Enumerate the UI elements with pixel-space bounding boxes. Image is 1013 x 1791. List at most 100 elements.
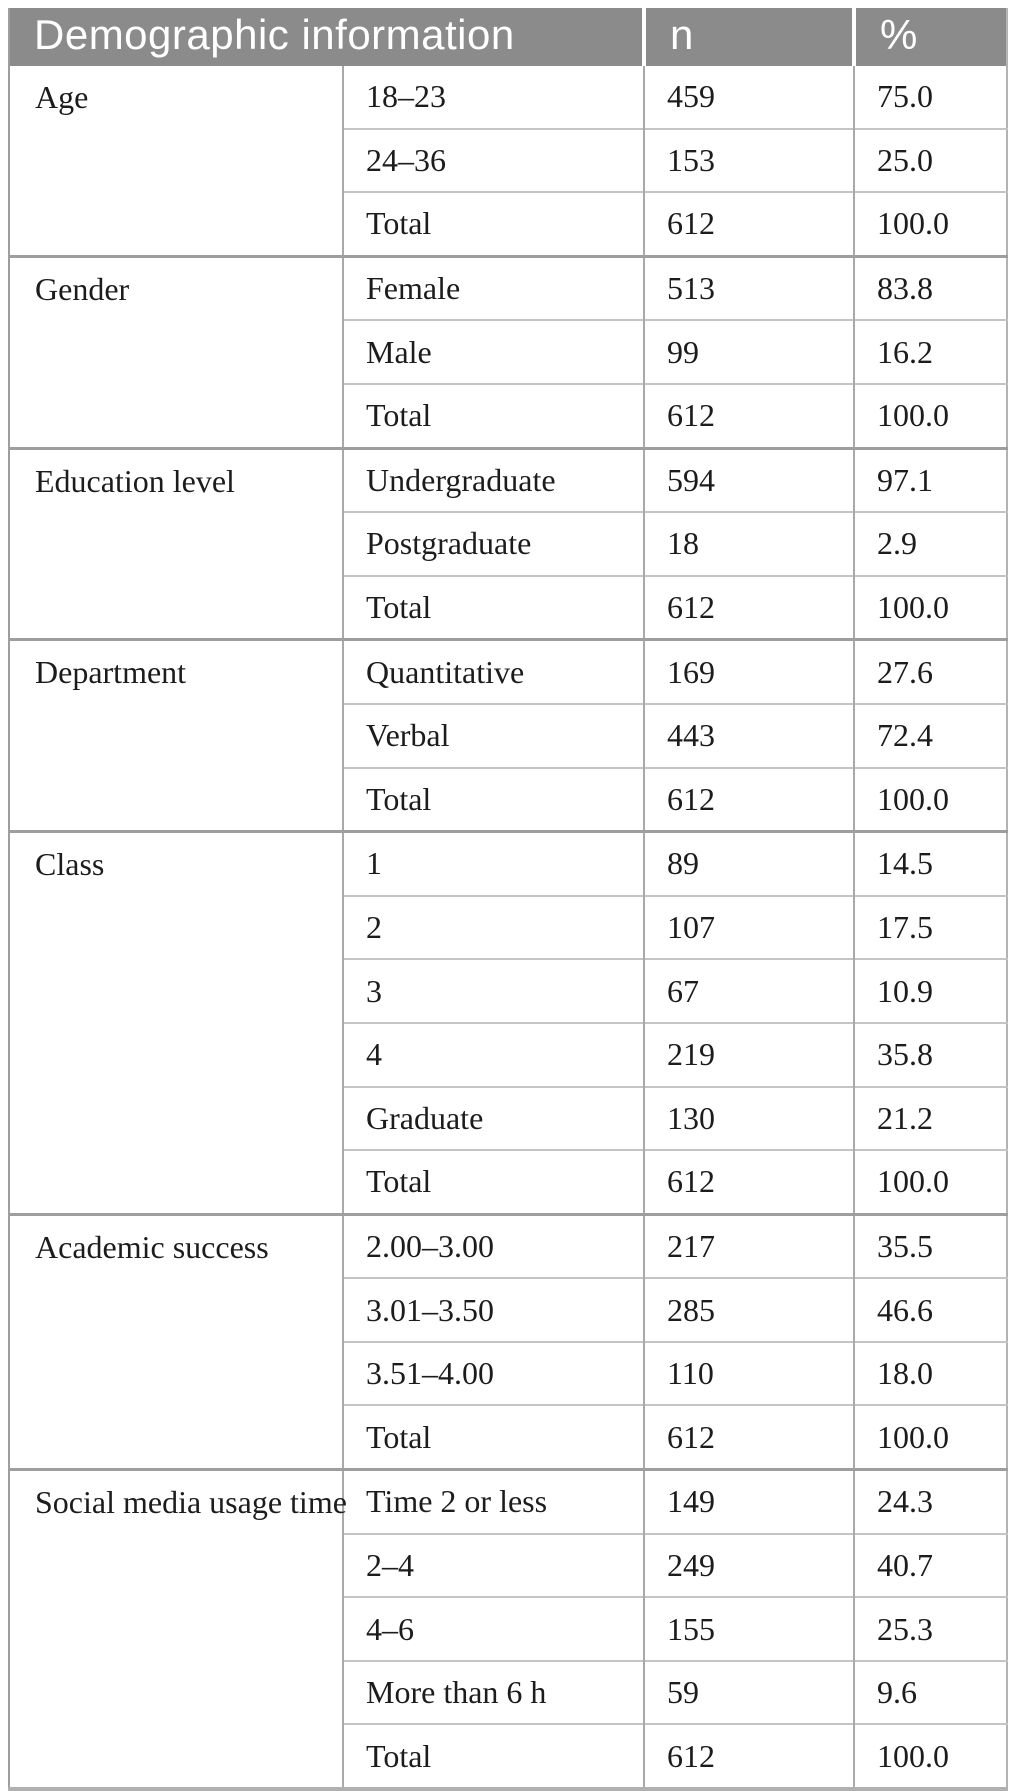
subcategory-cell: Female xyxy=(342,254,644,321)
percent-cell: 100.0 xyxy=(853,382,1007,449)
table-row: Verbal 443 72.4 xyxy=(9,702,1007,768)
subcategory-cell: Total xyxy=(342,574,644,640)
percent-cell: 10.9 xyxy=(853,958,1007,1023)
subcategory-cell: Total xyxy=(342,382,644,449)
percent-cell: 83.8 xyxy=(853,254,1007,321)
group-start-row: Age 18–23 459 75.0 xyxy=(9,66,1007,257)
category-cell: Department xyxy=(9,638,343,832)
n-cell: 443 xyxy=(643,702,854,768)
table-row: Graduate 130 21.2 xyxy=(9,1085,1007,1151)
percent-cell: 75.0 xyxy=(853,66,1007,129)
category-cell: Gender xyxy=(9,254,343,449)
percent-cell: 35.5 xyxy=(853,1212,1007,1279)
category-cell: Class xyxy=(9,830,343,1215)
table-row: More than 6 h 59 9.6 xyxy=(9,1659,1007,1725)
demographics-table: Demographic information n % Age 18–23 459 7… xyxy=(8,8,1008,1791)
percent-cell: 100.0 xyxy=(853,1149,1007,1215)
n-cell: 217 xyxy=(643,1212,854,1279)
table-body: Age 18–23 459 75.0 24–36 153 25.0 Total 612 100.0… xyxy=(9,66,1007,1790)
table-row: Total 612 100.0 xyxy=(9,574,1007,640)
subcategory-cell: 24–36 xyxy=(342,127,644,193)
subcategory-cell: 2 xyxy=(342,894,644,960)
n-cell: 89 xyxy=(643,830,854,896)
subcategory-cell: 3.51–4.00 xyxy=(342,1340,644,1406)
n-cell: 459 xyxy=(643,66,854,129)
subcategory-cell: Verbal xyxy=(342,702,644,768)
table-row: 3 67 10.9 xyxy=(9,958,1007,1023)
header-row: Demographic information n % xyxy=(9,8,1007,66)
group-start-row: Social media usage time Time 2 or less 149… xyxy=(9,1468,1007,1790)
group-start-row: Class 1 89 14.5 xyxy=(9,830,1007,1215)
percent-cell: 9.6 xyxy=(853,1659,1007,1725)
n-cell: 612 xyxy=(643,766,854,832)
subcategory-cell: Total xyxy=(342,766,644,832)
percent-cell: 100.0 xyxy=(853,574,1007,640)
n-cell: 110 xyxy=(643,1340,854,1406)
percent-cell: 97.1 xyxy=(853,446,1007,513)
percent-cell: 100.0 xyxy=(853,191,1007,257)
subcategory-cell: 3.01–3.50 xyxy=(342,1277,644,1342)
percent-cell: 100.0 xyxy=(853,1404,1007,1470)
category-cell: Education level xyxy=(9,446,343,640)
n-cell: 219 xyxy=(643,1021,854,1087)
n-cell: 18 xyxy=(643,511,854,576)
n-cell: 153 xyxy=(643,127,854,193)
table-row: Postgraduate 18 2.9 xyxy=(9,511,1007,576)
n-cell: 513 xyxy=(643,254,854,321)
subcategory-cell: 18–23 xyxy=(342,66,644,129)
subcategory-cell: More than 6 h xyxy=(342,1659,644,1725)
percent-cell: 25.3 xyxy=(853,1596,1007,1661)
subcategory-cell: 1 xyxy=(342,830,644,896)
table-row: 24–36 153 25.0 xyxy=(9,127,1007,193)
table-row: Total 612 100.0 xyxy=(9,1149,1007,1215)
n-cell: 67 xyxy=(643,958,854,1023)
category-cell: Age xyxy=(9,66,343,257)
category-cell: Social media usage time xyxy=(9,1468,347,1790)
category-cell: Academic success xyxy=(9,1212,343,1470)
table-row: 4 219 35.8 xyxy=(9,1021,1007,1087)
subcategory-cell: Total xyxy=(342,1404,644,1470)
subcategory-cell: 4–6 xyxy=(342,1596,644,1661)
n-cell: 169 xyxy=(643,638,854,704)
n-cell: 594 xyxy=(643,446,854,513)
subcategory-cell: Time 2 or less xyxy=(342,1468,644,1534)
n-cell: 155 xyxy=(643,1596,854,1661)
percent-cell: 14.5 xyxy=(853,830,1007,896)
subcategory-cell: 4 xyxy=(342,1021,644,1087)
n-cell: 130 xyxy=(643,1085,854,1151)
percent-cell: 40.7 xyxy=(853,1532,1007,1598)
table-row: 2–4 249 40.7 xyxy=(9,1532,1007,1598)
subcategory-cell: 2.00–3.00 xyxy=(342,1212,644,1279)
header-n: n xyxy=(642,8,854,66)
percent-cell: 100.0 xyxy=(853,1723,1007,1790)
subcategory-cell: Undergraduate xyxy=(342,446,644,513)
percent-cell: 24.3 xyxy=(853,1468,1007,1534)
percent-cell: 16.2 xyxy=(853,319,1007,384)
subcategory-cell: 2–4 xyxy=(342,1532,644,1598)
n-cell: 285 xyxy=(643,1277,854,1342)
header-percent: % xyxy=(852,8,1007,66)
table-row: Total 612 100.0 xyxy=(9,1404,1007,1470)
percent-cell: 21.2 xyxy=(853,1085,1007,1151)
n-cell: 99 xyxy=(643,319,854,384)
percent-cell: 72.4 xyxy=(853,702,1007,768)
n-cell: 612 xyxy=(643,382,854,449)
percent-cell: 35.8 xyxy=(853,1021,1007,1087)
table-row: Male 99 16.2 xyxy=(9,319,1007,384)
n-cell: 612 xyxy=(643,191,854,257)
group-start-row: Department Quantitative 169 27.6 xyxy=(9,638,1007,832)
table-row: 4–6 155 25.3 xyxy=(9,1596,1007,1661)
table-row: Total 612 100.0 xyxy=(9,382,1007,449)
subcategory-cell: 3 xyxy=(342,958,644,1023)
percent-cell: 18.0 xyxy=(853,1340,1007,1406)
percent-cell: 27.6 xyxy=(853,638,1007,704)
n-cell: 612 xyxy=(643,1149,854,1215)
header-demographic-information: Demographic information xyxy=(9,8,644,66)
n-cell: 149 xyxy=(643,1468,854,1534)
n-cell: 612 xyxy=(643,1404,854,1470)
group-start-row: Gender Female 513 83.8 xyxy=(9,254,1007,449)
table-row: Total 612 100.0 xyxy=(9,191,1007,257)
group-start-row: Education level Undergraduate 594 97.1 xyxy=(9,446,1007,640)
n-cell: 107 xyxy=(643,894,854,960)
